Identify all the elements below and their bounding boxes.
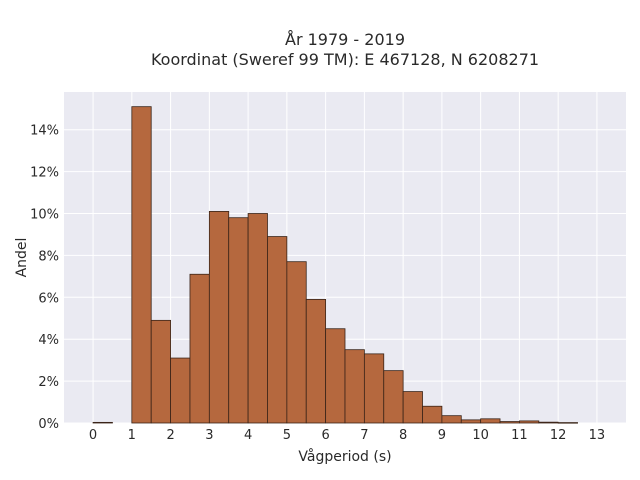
- x-tick-label: 10: [472, 428, 489, 443]
- x-tick-label: 7: [360, 428, 368, 443]
- histogram-bar: [557, 422, 578, 424]
- histogram-bar: [422, 405, 443, 424]
- x-tick-label: 12: [550, 428, 567, 443]
- histogram-bar: [363, 353, 385, 424]
- y-tick-label: 6%: [38, 291, 59, 306]
- x-tick-label: 2: [166, 428, 174, 443]
- histogram-bar: [325, 328, 346, 424]
- y-tick-label: 10%: [30, 208, 59, 223]
- histogram-bar: [519, 420, 540, 424]
- chart-title: År 1979 - 2019: [285, 30, 405, 49]
- bars: [92, 106, 578, 424]
- x-tick-label: 13: [589, 428, 606, 443]
- histogram-bar: [228, 217, 249, 424]
- histogram-bar: [92, 421, 113, 424]
- histogram-bar: [499, 421, 520, 424]
- x-tick-label: 5: [283, 428, 291, 443]
- x-tick-label: 1: [128, 428, 136, 443]
- chart-subtitle: Koordinat (Sweref 99 TM): E 467128, N 62…: [150, 50, 540, 69]
- y-tick-label: 12%: [30, 166, 59, 181]
- histogram-bar: [402, 391, 423, 424]
- histogram-bar: [538, 421, 559, 424]
- x-tick-label: 9: [438, 428, 446, 443]
- histogram-bar: [131, 106, 152, 424]
- x-tick-label: 4: [244, 428, 252, 443]
- histogram-bar: [344, 349, 365, 424]
- x-tick-label: 3: [205, 428, 213, 443]
- histogram-bar: [247, 213, 268, 424]
- x-tick-label: 8: [399, 428, 407, 443]
- y-axis-label: Andel: [14, 238, 30, 278]
- y-tick-label: 2%: [38, 375, 59, 390]
- y-tick-label: 8%: [38, 249, 59, 264]
- histogram-bar: [441, 415, 462, 424]
- histogram-bar: [150, 319, 171, 424]
- y-tick-label: 14%: [30, 124, 59, 139]
- histogram-bar: [286, 261, 307, 424]
- x-tick-label: 6: [321, 428, 329, 443]
- x-tick-label: 0: [89, 428, 97, 443]
- x-axis-ticks: 0 1 2 3 4 5 6 7 8 9 10 11 12 13: [89, 428, 605, 443]
- histogram-bar: [460, 419, 482, 424]
- histogram-bar: [208, 211, 230, 424]
- y-tick-label: 0%: [38, 417, 59, 432]
- histogram-bar: [383, 370, 404, 424]
- x-tick-label: 11: [511, 428, 528, 443]
- histogram-bar: [480, 418, 501, 424]
- histogram-bar: [189, 273, 210, 424]
- x-axis-label: Vågperiod (s): [298, 448, 391, 465]
- histogram-bar: [305, 298, 327, 424]
- y-axis-ticks: 0% 2% 4% 6% 8% 10% 12% 14%: [30, 124, 59, 432]
- histogram-bar: [170, 357, 191, 424]
- histogram-bar: [267, 236, 288, 424]
- y-tick-label: 4%: [38, 333, 59, 348]
